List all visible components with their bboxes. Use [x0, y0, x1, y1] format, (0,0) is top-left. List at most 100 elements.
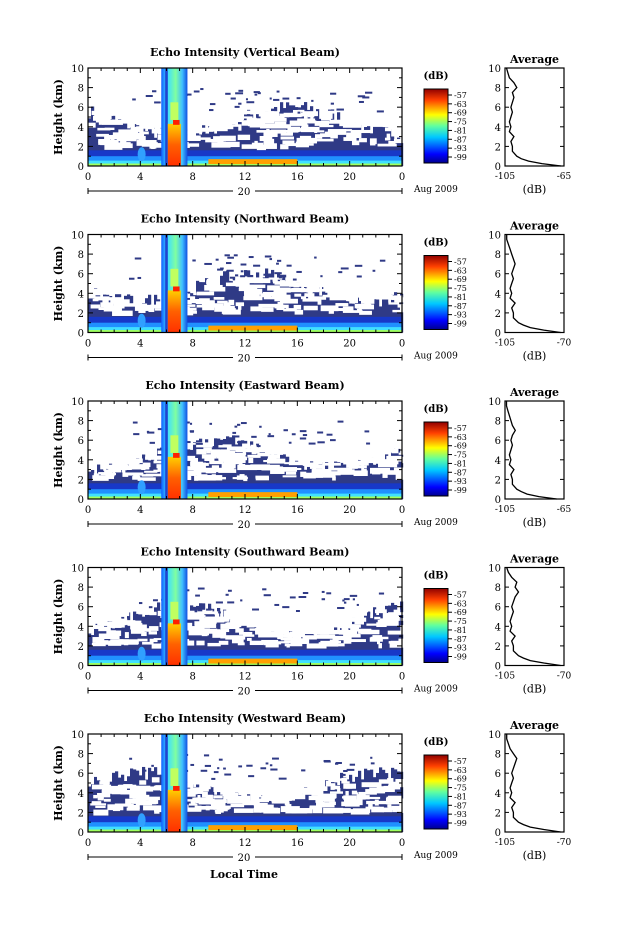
y-tick-label: 0 [78, 162, 84, 173]
average-title: Average [509, 719, 559, 732]
y-tick-label: 6 [78, 103, 84, 114]
average-y-tick: 0 [495, 162, 501, 173]
colorbar [423, 421, 449, 497]
average-y-tick: 2 [495, 309, 501, 320]
x-tick-label: 0 [85, 672, 91, 683]
colorbar-tick-label: -75 [454, 118, 467, 127]
panel-0: Echo Intensity (Vertical Beam) 0 2 4 6 8 10 0 4 8… [52, 46, 572, 198]
date-day: 20 [238, 187, 251, 198]
average-x-tick: -65 [557, 172, 572, 182]
colorbar-tick-label: -57 [454, 258, 467, 267]
x-tick-label: 4 [137, 339, 143, 350]
y-tick-label: 8 [78, 583, 84, 594]
average-y-tick: 8 [495, 750, 501, 761]
y-tick-label: 8 [78, 250, 84, 261]
y-tick-label: 8 [78, 417, 84, 428]
average-y-tick: 8 [495, 84, 501, 95]
date-month-year: Aug 2009 [413, 851, 458, 861]
x-tick-label: 12 [239, 172, 252, 183]
x-tick-label: 12 [239, 505, 252, 516]
colorbar-tick-label: -93 [454, 311, 467, 320]
x-tick-label: 8 [189, 505, 195, 516]
average-y-tick: 6 [495, 769, 501, 780]
panel-3: Echo Intensity (Southward Beam) 0 2 4 6 8 10 0 4… [52, 546, 572, 698]
colorbar-tick-label: -57 [454, 591, 467, 600]
average-x-label: (dB) [523, 683, 547, 696]
y-tick-label: 6 [78, 270, 84, 281]
colorbar-tick-label: -87 [454, 801, 467, 810]
x-tick-label: 0 [399, 672, 405, 683]
panel-title: Echo Intensity (Eastward Beam) [145, 379, 344, 392]
average-y-tick: 10 [488, 564, 501, 575]
average-x-tick: -70 [557, 672, 572, 682]
average-y-tick: 10 [488, 231, 501, 242]
colorbar-tick-label: -69 [454, 442, 467, 451]
average-x-tick: -70 [557, 339, 572, 349]
y-tick-label: 2 [78, 642, 84, 653]
y-tick-label: 0 [78, 662, 84, 673]
average-y-tick: 2 [495, 808, 501, 819]
date-day: 20 [238, 853, 251, 864]
colorbar-tick-label: -63 [454, 433, 467, 442]
colorbar [423, 88, 449, 164]
average-title: Average [509, 53, 559, 66]
average-x-tick: -105 [495, 339, 515, 349]
x-tick-label: 8 [189, 838, 195, 849]
heatmap-field [88, 234, 412, 333]
colorbar-tick-label: -63 [454, 100, 467, 109]
x-tick-label: 16 [291, 339, 304, 350]
average-frame [504, 733, 565, 833]
x-tick-label: 4 [137, 505, 143, 516]
average-x-label: (dB) [523, 516, 547, 529]
colorbar-tick-label: -57 [454, 91, 467, 100]
y-tick-label: 2 [78, 475, 84, 486]
x-tick-label: 0 [399, 172, 405, 183]
colorbar-tick-label: -87 [454, 468, 467, 477]
x-tick-label: 16 [291, 505, 304, 516]
colorbar-tick-label: -81 [454, 293, 467, 302]
x-tick-label: 16 [291, 672, 304, 683]
y-tick-label: 4 [78, 622, 84, 633]
x-tick-label: 0 [399, 838, 405, 849]
average-title: Average [509, 386, 559, 399]
colorbar-tick-label: -63 [454, 599, 467, 608]
date-month-year: Aug 2009 [413, 685, 458, 695]
average-title: Average [509, 220, 559, 233]
x-tick-label: 8 [189, 339, 195, 350]
x-tick-label: 4 [137, 172, 143, 183]
average-y-tick: 8 [495, 250, 501, 261]
y-tick-label: 8 [78, 750, 84, 761]
colorbar-tick-label: -99 [454, 653, 467, 662]
x-tick-label: 0 [85, 505, 91, 516]
panel-title: Echo Intensity (Southward Beam) [141, 546, 350, 559]
heatmap-field [88, 567, 420, 666]
y-tick-label: 8 [78, 84, 84, 95]
heatmap-field [88, 401, 423, 499]
y-axis-label: Height (km) [52, 579, 65, 655]
y-axis-label: Height (km) [52, 745, 65, 821]
x-tick-label: 12 [239, 838, 252, 849]
y-tick-label: 10 [71, 64, 84, 75]
colorbar-tick-label: -93 [454, 810, 467, 819]
average-y-tick: 4 [495, 622, 501, 633]
average-y-tick: 4 [495, 123, 501, 134]
x-tick-label: 16 [291, 838, 304, 849]
date-day: 20 [238, 687, 251, 698]
x-tick-label: 20 [343, 339, 356, 350]
x-tick-label: 0 [85, 172, 91, 183]
average-y-tick: 4 [495, 289, 501, 300]
colorbar-tick-label: -57 [454, 757, 467, 766]
x-tick-label: 0 [399, 339, 405, 350]
y-tick-label: 4 [78, 789, 84, 800]
colorbar-tick-label: -99 [454, 486, 467, 495]
colorbar-unit: (dB) [424, 571, 449, 582]
date-month-year: Aug 2009 [413, 185, 458, 195]
x-tick-label: 8 [189, 672, 195, 683]
date-day: 20 [238, 520, 251, 531]
x-tick-label: 0 [399, 505, 405, 516]
colorbar-tick-label: -93 [454, 644, 467, 653]
average-y-tick: 4 [495, 456, 501, 467]
y-tick-label: 2 [78, 142, 84, 153]
y-tick-label: 6 [78, 769, 84, 780]
